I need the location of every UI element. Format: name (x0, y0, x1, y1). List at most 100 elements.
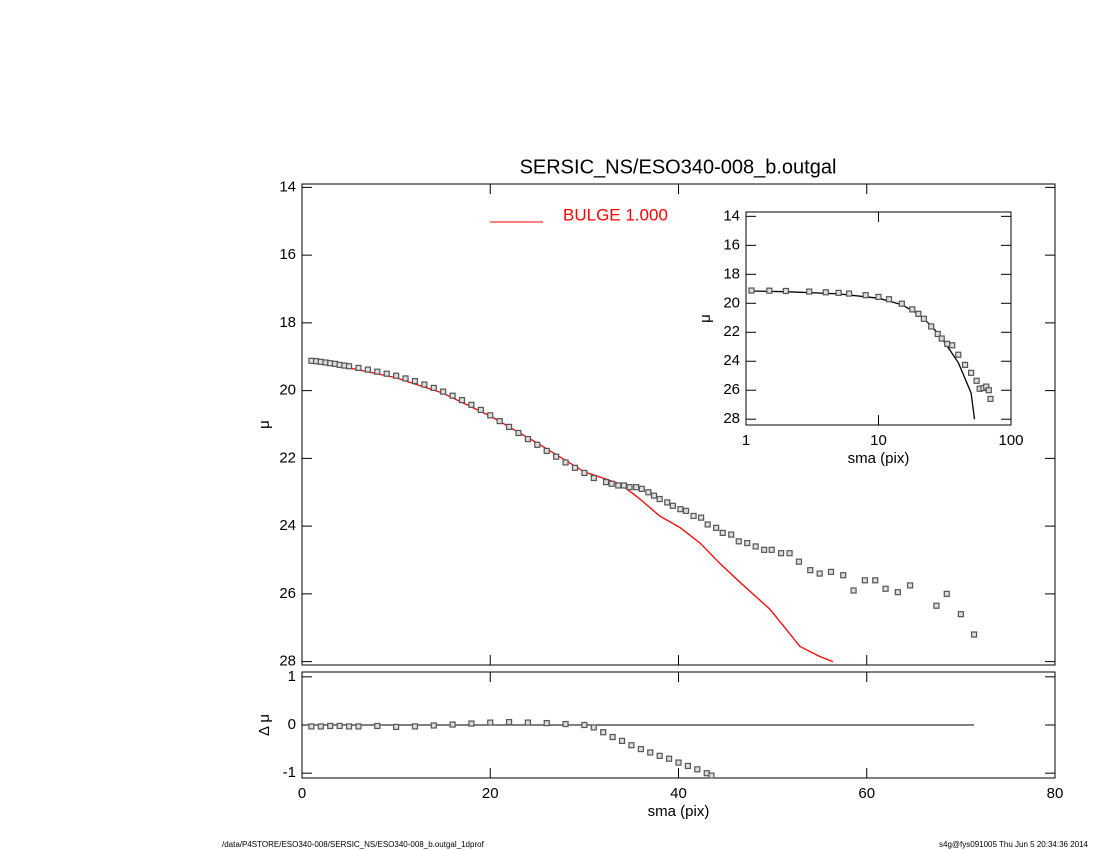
y-tick-label: 16 (279, 246, 296, 263)
data-point (615, 482, 622, 489)
data-point (846, 290, 853, 297)
data-point (684, 762, 692, 770)
data-point (906, 582, 914, 589)
data-point (505, 719, 513, 726)
data-point (861, 577, 868, 584)
data-point (704, 521, 711, 528)
data-point (850, 587, 857, 594)
data-point (949, 342, 956, 349)
data-point (487, 412, 494, 419)
footer-left: /data/P4STORE/ESO340-008/SERSIC_NS/ESO34… (222, 840, 485, 849)
data-point (581, 721, 588, 729)
data-point (430, 722, 437, 729)
model-line (751, 290, 976, 420)
data-point (581, 469, 588, 477)
data-point (719, 529, 726, 536)
x-tick-label: 100 (998, 432, 1023, 449)
x-tick-label: 60 (858, 785, 875, 802)
y-axis-label: Δ μ (256, 714, 273, 736)
data-point (985, 387, 992, 394)
data-point (735, 538, 742, 545)
data-point (524, 719, 532, 726)
data-point (777, 550, 785, 557)
data-point (656, 495, 663, 503)
data-point (421, 381, 428, 388)
x-tick-label: 20 (482, 785, 499, 802)
data-point (638, 485, 645, 492)
data-point (355, 723, 362, 730)
data-point (571, 464, 579, 471)
data-point (317, 723, 324, 730)
data-point (477, 406, 484, 414)
data-point (669, 502, 676, 509)
y-tick-label: 28 (723, 410, 740, 427)
data-point (933, 602, 940, 609)
data-point (534, 441, 541, 448)
data-point (336, 722, 343, 730)
data-point (682, 507, 690, 514)
data-point (973, 377, 980, 384)
data-point (496, 418, 503, 425)
x-tick-label: 1 (742, 432, 750, 449)
data-point (970, 631, 978, 638)
data-point (748, 287, 755, 294)
data-point (827, 568, 835, 575)
data-point (708, 772, 715, 779)
data-point (562, 720, 569, 728)
data-point (795, 558, 803, 565)
y-tick-label: 28 (279, 653, 296, 670)
data-point (957, 611, 964, 618)
data-point (562, 459, 569, 466)
data-point (656, 752, 663, 759)
data-point (744, 539, 751, 547)
data-point (782, 287, 789, 295)
data-point (938, 335, 945, 342)
y-tick-label: 20 (279, 382, 296, 399)
data-point (677, 506, 684, 513)
x-tick-label: 40 (670, 785, 687, 802)
data-point (766, 287, 773, 294)
data-point (411, 723, 419, 730)
data-point (609, 733, 616, 741)
data-point (345, 363, 353, 370)
data-point (645, 489, 652, 496)
data-point (761, 546, 768, 553)
data-point (602, 478, 610, 486)
data-point (934, 330, 941, 338)
footer-right: s4g@fys091005 Thu Jun 5 20:34:36 2014 (939, 840, 1089, 849)
data-point (590, 724, 597, 731)
y-tick-label: 24 (279, 517, 296, 534)
data-point (690, 512, 697, 520)
data-point (752, 543, 759, 550)
y-tick-label: 16 (723, 236, 740, 253)
data-point (728, 531, 735, 538)
data-point (543, 447, 550, 455)
data-point (355, 364, 362, 372)
data-point (928, 323, 935, 330)
data-point (961, 361, 969, 368)
y-tick-label: 14 (723, 207, 740, 224)
data-point (647, 749, 654, 756)
data-point (608, 480, 615, 487)
data-point (393, 372, 400, 379)
y-tick-label: 22 (279, 449, 296, 466)
data-point (862, 292, 869, 299)
data-point (768, 546, 775, 553)
data-point (524, 435, 532, 443)
data-point (664, 499, 671, 506)
data-point (626, 484, 633, 491)
data-point (806, 288, 813, 295)
data-point (430, 384, 437, 392)
data-point (402, 375, 409, 382)
y-tick-label: -1 (283, 764, 296, 781)
data-point (374, 722, 381, 730)
data-point (909, 306, 916, 313)
data-point (440, 388, 447, 395)
y-tick-label: 0 (288, 716, 296, 733)
data-point (449, 721, 456, 728)
y-tick-label: 18 (279, 314, 296, 331)
data-point (835, 289, 842, 296)
data-point (374, 368, 381, 375)
y-tick-label: 26 (723, 381, 740, 398)
